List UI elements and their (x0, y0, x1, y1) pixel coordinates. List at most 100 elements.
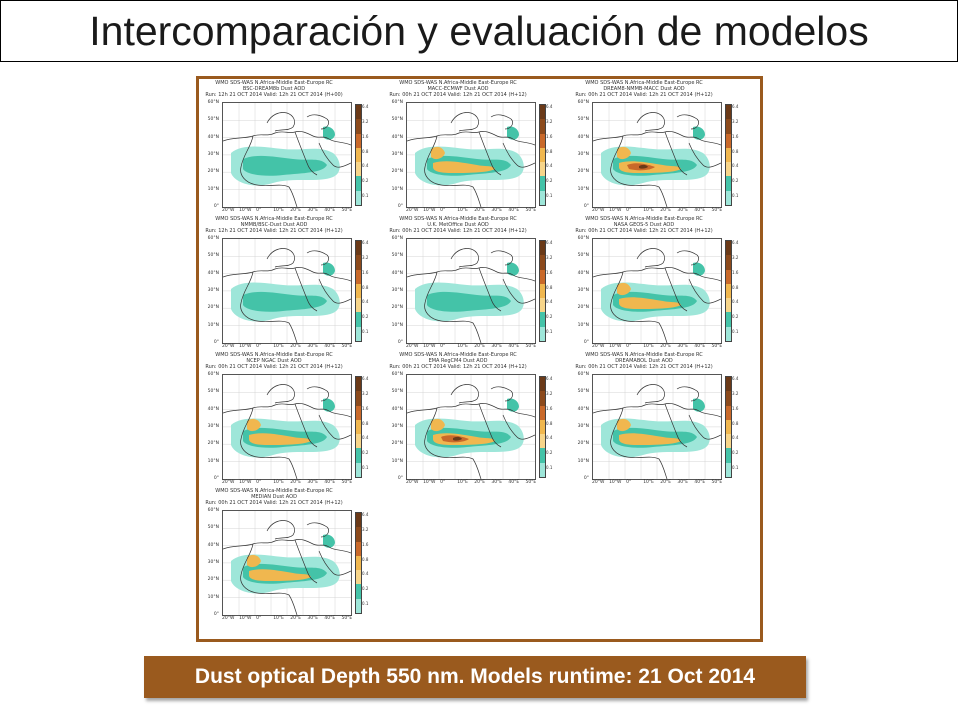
map-header-line: Run: 00h 21 OCT 2014 Valid: 12h 21 OCT 2… (575, 92, 713, 98)
colorbar-segment (356, 241, 361, 256)
lat-tick-label: 0° (213, 476, 219, 481)
colorbar-tick-label: 0.2 (546, 314, 553, 320)
lat-tick-label: 60°N (391, 372, 403, 377)
lat-tick-label: 0° (397, 204, 403, 209)
colorbar-tick-label: 0.1 (362, 601, 369, 607)
lat-tick-label: 60°N (207, 100, 219, 105)
colorbar-tick-label: 0.4 (362, 163, 369, 169)
colorbar-tick-label: 1.6 (546, 269, 553, 275)
latitude-ticks: 60°N 50°N 40°N 30°N 20°N 10°N 0° (204, 100, 220, 209)
colorbar-tick-label: 6.4 (362, 512, 369, 517)
map-header-line: Run: 00h 21 OCT 2014 Valid: 12h 21 OCT 2… (205, 364, 343, 370)
colorbar-tick-label: 0.4 (362, 299, 369, 305)
lon-tick-label: 20°W (592, 344, 605, 349)
colorbar-segment (356, 326, 361, 341)
lat-tick-label: 50°N (577, 117, 589, 123)
lon-tick-label: 50°E (525, 344, 537, 349)
lon-tick-label: 20°W (592, 208, 605, 213)
dust-area-dust-high (249, 569, 311, 581)
latitude-ticks: 60°N 50°N 40°N 30°N 20°N 10°N 0° (574, 100, 590, 209)
lat-tick-label: 40°N (207, 270, 219, 276)
colorbar-labels: 6.4 3.2 1.6 0.8 0.4 0.2 0.1 (732, 102, 750, 206)
colorbar (355, 104, 362, 206)
colorbar-segment (356, 133, 361, 148)
lon-tick-label: 0° (440, 344, 446, 349)
dust-area-dust-mid (507, 126, 519, 140)
lon-tick-label: 40°E (508, 344, 520, 349)
map-header: WMO SDS-WAS N.Africa-Middle East-Europe … (574, 80, 714, 98)
dust-aod-map (592, 238, 722, 344)
colorbar-tick-label: 3.2 (546, 390, 553, 396)
coastline (593, 248, 721, 343)
lat-tick-label: 10°N (207, 594, 219, 600)
colorbar-tick-label: 0.2 (732, 450, 739, 456)
colorbar-segment (726, 283, 731, 299)
lat-tick-label: 20°N (577, 169, 589, 175)
lon-tick-label: 20°W (222, 480, 235, 485)
dust-area-dust-high (431, 418, 445, 432)
lat-tick-label: 0° (583, 476, 589, 481)
colorbar-segment (356, 269, 361, 284)
lat-tick-label: 0° (213, 612, 219, 617)
colorbar-segment (540, 190, 545, 205)
map-header-line: MEDIAN Dust AOD (251, 494, 297, 500)
lat-tick-label: 30°N (207, 152, 219, 157)
lon-tick-label: 30°E (677, 480, 689, 485)
lon-tick-label: 10°W (609, 480, 622, 485)
lat-tick-label: 10°N (207, 322, 219, 328)
dust-aod-map (222, 374, 352, 480)
colorbar-labels: 6.4 3.2 1.6 0.8 0.4 0.2 0.1 (546, 102, 564, 206)
colorbar-segment (356, 419, 361, 435)
dust-area-dust-high (249, 433, 311, 445)
lon-tick-label: 20°W (406, 480, 419, 485)
colorbar-segment (540, 283, 545, 299)
colorbar-tick-label: 0.8 (362, 284, 369, 290)
colorbar-labels: 6.4 3.2 1.6 0.8 0.4 0.2 0.1 (732, 238, 750, 342)
lat-tick-label: 40°N (207, 134, 219, 140)
coastline (407, 248, 535, 343)
map-header-line: WMO SDS-WAS N.Africa-Middle East-Europe … (585, 352, 703, 358)
lat-tick-label: 0° (397, 340, 403, 345)
map-header-line: U.K. MetOffice Dust AOD (427, 222, 489, 228)
dust-area-dust-high (247, 418, 261, 432)
dust-area-dust-high (619, 297, 681, 309)
lon-tick-label: 0° (256, 616, 262, 621)
map-header: WMO SDS-WAS N.Africa-Middle East-Europe … (574, 352, 714, 370)
colorbar-segment (726, 147, 731, 163)
colorbar-segment (356, 405, 361, 420)
colorbar-tick-label: 1.6 (546, 405, 553, 411)
lon-tick-label: 0° (626, 208, 632, 213)
colorbar-tick-label: 0.4 (362, 435, 369, 441)
dust-aod-map (406, 374, 536, 480)
lon-tick-label: 40°E (508, 208, 520, 213)
lon-tick-label: 10°W (609, 344, 622, 349)
lat-tick-label: 60°N (391, 236, 403, 241)
latitude-ticks: 60°N 50°N 40°N 30°N 20°N 10°N 0° (388, 372, 404, 481)
lat-tick-label: 20°N (577, 305, 589, 311)
map-header-line: EMA RegCM4 Dust AOD (428, 358, 488, 364)
latitude-ticks: 60°N 50°N 40°N 30°N 20°N 10°N 0° (574, 236, 590, 345)
map-header: WMO SDS-WAS N.Africa-Middle East-Europe … (388, 80, 528, 98)
colorbar-tick-label: 0.1 (362, 465, 369, 471)
colorbar-segment (726, 448, 731, 463)
lon-tick-label: 20°E (474, 344, 486, 349)
lat-tick-label: 60°N (207, 236, 219, 241)
lon-tick-label: 10°E (273, 344, 285, 349)
lat-tick-label: 20°N (207, 577, 219, 583)
colorbar-segment (540, 269, 545, 284)
lat-tick-label: 50°N (207, 117, 219, 123)
lat-tick-label: 20°N (391, 305, 403, 311)
dust-area-dust-mid (323, 262, 335, 276)
model-map-7: WMO SDS-WAS N.Africa-Middle East-Europe … (204, 352, 384, 492)
lat-tick-label: 60°N (207, 372, 219, 377)
model-map-9: WMO SDS-WAS N.Africa-Middle East-Europe … (574, 352, 754, 492)
colorbar-tick-label: 0.8 (362, 556, 369, 562)
colorbar-segment (356, 190, 361, 205)
coastline (223, 520, 351, 615)
lat-tick-label: 30°N (577, 288, 589, 293)
colorbar-tick-label: 6.4 (546, 376, 553, 381)
map-header-line: Run: 00h 21 OCT 2014 Valid: 12h 21 OCT 2… (205, 500, 343, 506)
coastline (593, 384, 721, 479)
colorbar-tick-label: 0.8 (362, 148, 369, 154)
lon-tick-label: 50°E (341, 480, 353, 485)
